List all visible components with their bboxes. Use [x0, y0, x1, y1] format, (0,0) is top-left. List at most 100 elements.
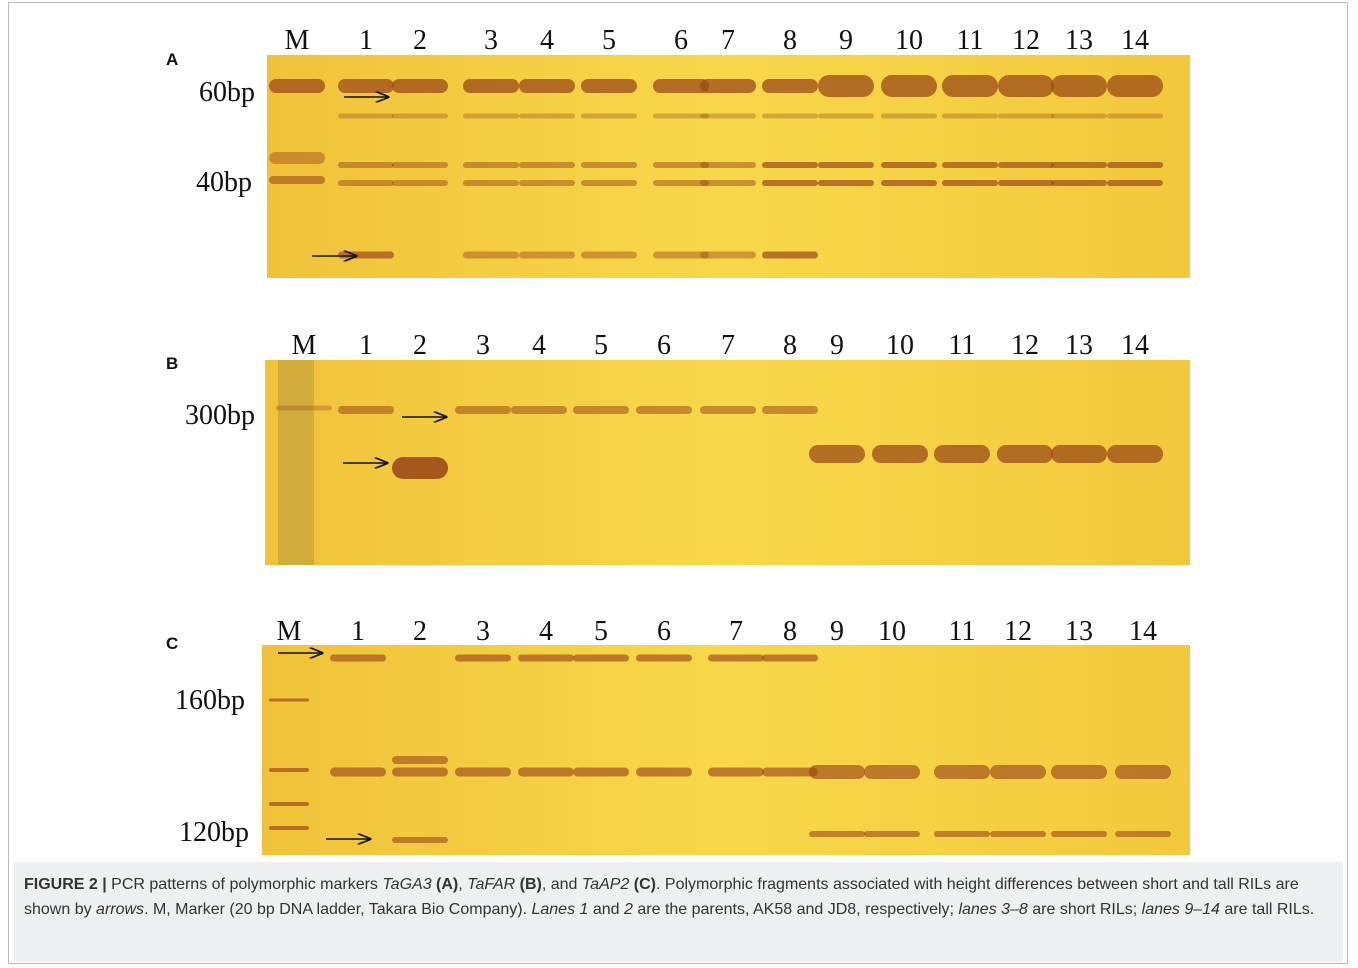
caption-text: are tall RILs. [1219, 901, 1315, 918]
gel-band [990, 831, 1046, 837]
gel-band [573, 767, 629, 777]
gel-band [762, 767, 818, 777]
gel-band [269, 79, 325, 93]
gel-band [653, 113, 709, 119]
gel-band [1051, 113, 1107, 119]
figure-frame [8, 2, 1348, 964]
gel-band [519, 162, 575, 168]
gel-band [269, 176, 325, 184]
gel-band [653, 162, 709, 168]
gel-band [1051, 180, 1107, 186]
lane-label: 13 [1065, 330, 1093, 361]
gel-band [998, 75, 1054, 97]
caption-text: . Polymorphic fragments associated with … [24, 876, 1299, 918]
gel-band [519, 79, 575, 93]
gel-band [942, 162, 998, 168]
lane-label: 13 [1065, 616, 1093, 647]
gel-band [519, 251, 575, 259]
gel-band [762, 180, 818, 186]
lane-label: 1 [359, 330, 373, 361]
lane-label: 9 [830, 616, 844, 647]
gel-band [519, 113, 575, 119]
size-label: 40bp [196, 167, 252, 198]
gel-band [942, 180, 998, 186]
gel-band [700, 162, 756, 168]
gel-band [455, 767, 511, 777]
gel-band [990, 765, 1046, 779]
gel-band [392, 767, 448, 777]
gel-band [463, 180, 519, 186]
gel-band [762, 654, 818, 662]
gel-band [818, 162, 874, 168]
panel-letter: C [166, 634, 178, 653]
gel-band [1051, 445, 1107, 463]
lane-label: M [277, 616, 302, 647]
caption-text: are short RILs; [1027, 901, 1142, 918]
gel-band [338, 113, 394, 119]
panel-letter: A [166, 50, 178, 69]
lane-label: 11 [949, 330, 976, 361]
lane-label: 8 [783, 330, 797, 361]
lane-label: 10 [878, 616, 906, 647]
gel-band [998, 180, 1054, 186]
lane-label: 3 [476, 330, 490, 361]
gel-band [942, 75, 998, 97]
caption-text: FIGURE 2 | [24, 876, 107, 893]
gel-band [818, 113, 874, 119]
lane-label: 1 [351, 616, 365, 647]
gel-band [573, 654, 629, 662]
size-label: 60bp [199, 77, 255, 108]
gel-band [818, 75, 874, 97]
lane-label: 4 [532, 330, 546, 361]
gel-band [338, 251, 394, 259]
gel-band [708, 767, 764, 777]
lane-label: 6 [657, 330, 671, 361]
gel-band [881, 180, 937, 186]
gel-band [276, 405, 332, 411]
caption-text: lanes 3–8 [958, 901, 1028, 918]
lane-label: 7 [721, 25, 735, 56]
gel-band [1107, 445, 1163, 463]
lane-label: 10 [886, 330, 914, 361]
gel-band [934, 765, 990, 779]
lane-label: 14 [1129, 616, 1157, 647]
gel-band [338, 79, 394, 93]
gel-band [653, 251, 709, 259]
gel-band [700, 251, 756, 259]
lane-label: 4 [540, 25, 554, 56]
gel-band [762, 406, 818, 414]
lane-label: 5 [594, 330, 608, 361]
gel-band [636, 654, 692, 662]
lane-label: 11 [949, 616, 976, 647]
gel-band [269, 768, 309, 772]
lane-label: 6 [674, 25, 688, 56]
gel-band [998, 113, 1054, 119]
lane-label: 12 [1004, 616, 1032, 647]
gel-band [392, 180, 448, 186]
caption-text: , and [541, 876, 582, 893]
gel-band [1107, 162, 1163, 168]
gel-band [330, 767, 386, 777]
caption: FIGURE 2 | PCR patterns of polymorphic m… [14, 862, 1343, 962]
gel-band [455, 654, 511, 662]
gel-band [463, 79, 519, 93]
gel-band [998, 162, 1054, 168]
size-label: 300bp [185, 400, 255, 431]
lane-label: 12 [1012, 25, 1040, 56]
lane-label: 2 [413, 616, 427, 647]
lane-label: 13 [1065, 25, 1093, 56]
gel-band [269, 802, 309, 806]
gel-band [1051, 831, 1107, 837]
caption-text: lanes 9–14 [1141, 901, 1220, 918]
gel-band [392, 756, 448, 764]
gel-band [463, 113, 519, 119]
lane-label: 10 [895, 25, 923, 56]
gel-band [934, 445, 990, 463]
gel-band [581, 251, 637, 259]
gel-band [864, 831, 920, 837]
caption-text: 2 [624, 901, 633, 918]
lane-label: M [292, 330, 317, 361]
gel-band [1115, 831, 1171, 837]
gel-band [338, 180, 394, 186]
